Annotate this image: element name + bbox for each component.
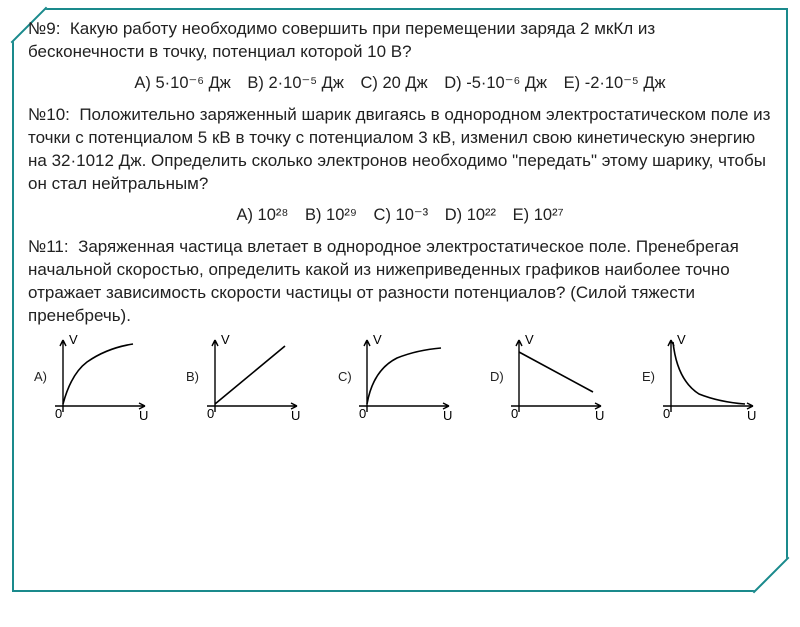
chart-label: A) (34, 368, 47, 386)
q9-option-d: D) -5·10⁻⁶ Дж (444, 72, 547, 94)
question-10-text: Положительно заряженный шарик двигаясь в… (28, 105, 770, 193)
svg-text:V: V (677, 334, 686, 347)
chart-label: E) (642, 368, 655, 386)
svg-text:U: U (595, 408, 604, 422)
q10-option-b: B) 10²⁹ (305, 204, 357, 226)
svg-text:V: V (525, 334, 534, 347)
q10-option-d: D) 10²² (445, 204, 496, 226)
q9-option-e: E) -2·10⁻⁵ Дж (564, 72, 666, 94)
chart-b: B) V U 0 (184, 334, 312, 422)
q9-option-c: C) 20 Дж (360, 72, 427, 94)
svg-text:U: U (747, 408, 756, 422)
svg-text:V: V (69, 334, 78, 347)
svg-text:U: U (291, 408, 300, 422)
svg-text:U: U (443, 408, 452, 422)
question-11-charts: A) V U 0 B) V U 0 C) V U 0 D) V U 0 E) V U 0 (28, 334, 772, 422)
question-9: №9: Какую работу необходимо совершить пр… (28, 18, 772, 64)
chart-label: D) (490, 368, 504, 386)
svg-text:V: V (373, 334, 382, 347)
page-content: №9: Какую работу необходимо совершить пр… (28, 18, 772, 582)
svg-text:U: U (139, 408, 148, 422)
question-10: №10: Положительно заряженный шарик двига… (28, 104, 772, 196)
question-9-options: A) 5·10⁻⁶ Дж B) 2·10⁻⁵ Дж C) 20 Дж D) -5… (28, 72, 772, 94)
question-11-text: Заряженная частица влетает в однородное … (28, 237, 739, 325)
q9-option-a: A) 5·10⁻⁶ Дж (134, 72, 230, 94)
q10-option-c: C) 10⁻³ (374, 204, 429, 226)
chart-d: D) V U 0 (488, 334, 616, 422)
question-10-label: №10: (28, 105, 70, 124)
chart-a: A) V U 0 (32, 334, 160, 422)
chart-c: C) V U 0 (336, 334, 464, 422)
svg-text:0: 0 (511, 406, 518, 421)
svg-text:0: 0 (663, 406, 670, 421)
question-11-label: №11: (28, 237, 69, 256)
q10-option-a: A) 10²⁸ (236, 204, 288, 226)
svg-text:0: 0 (55, 406, 62, 421)
question-9-label: №9: (28, 19, 60, 38)
chart-e: E) V U 0 (640, 334, 768, 422)
svg-text:0: 0 (359, 406, 366, 421)
chart-label: C) (338, 368, 352, 386)
q9-option-b: B) 2·10⁻⁵ Дж (247, 72, 343, 94)
question-10-options: A) 10²⁸ B) 10²⁹ C) 10⁻³ D) 10²² E) 10²⁷ (28, 204, 772, 226)
svg-text:0: 0 (207, 406, 214, 421)
svg-text:V: V (221, 334, 230, 347)
question-9-text: Какую работу необходимо совершить при пе… (28, 19, 655, 61)
chart-label: B) (186, 368, 199, 386)
q10-option-e: E) 10²⁷ (513, 204, 564, 226)
question-11: №11: Заряженная частица влетает в одноро… (28, 236, 772, 328)
